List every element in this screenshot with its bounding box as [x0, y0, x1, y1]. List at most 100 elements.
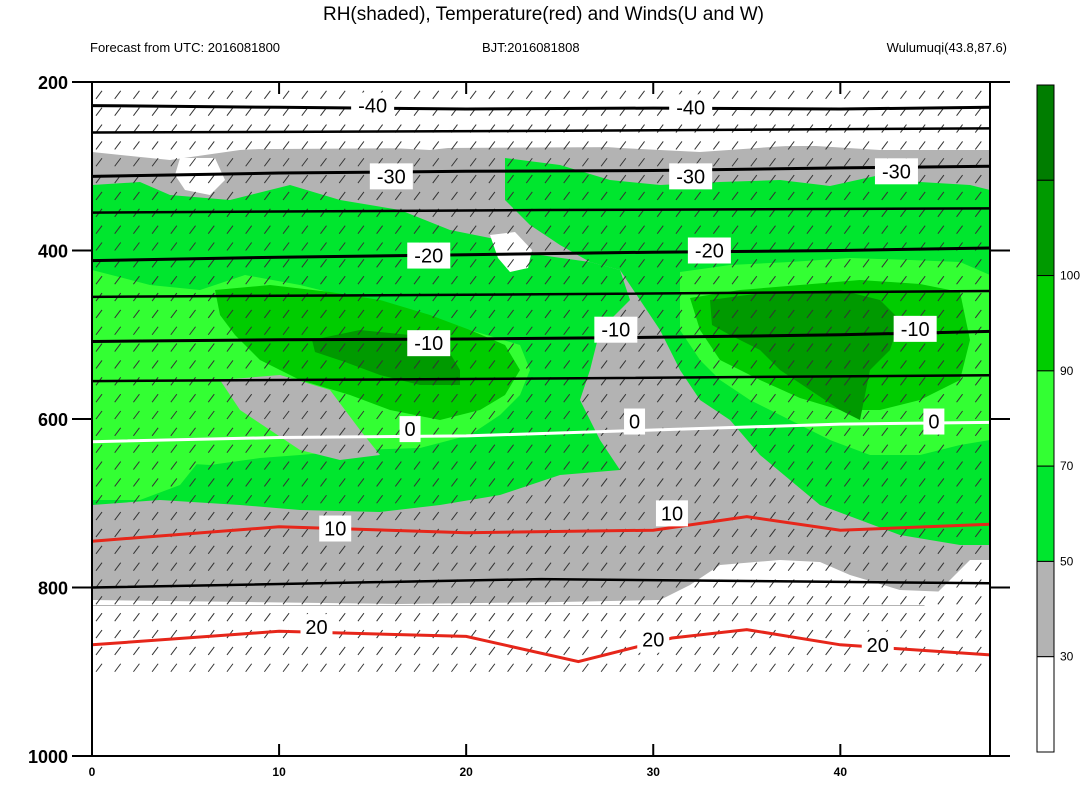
wind-barb	[469, 646, 477, 656]
wind-barb	[170, 343, 178, 352]
wind-barb	[600, 242, 608, 251]
contour-label-text: -20	[695, 241, 724, 263]
wind-barb	[357, 494, 365, 504]
wind-barb	[974, 107, 982, 116]
wind-barb	[469, 157, 477, 167]
wind-barb	[750, 612, 758, 622]
wind-barb	[656, 410, 664, 420]
wind-barb	[974, 612, 982, 622]
wind-barb	[226, 444, 234, 454]
rh-upper-white	[92, 82, 990, 160]
wind-barb	[881, 461, 889, 470]
wind-barb	[825, 225, 833, 234]
wind-barb	[376, 141, 384, 150]
wind-barb	[507, 612, 514, 622]
wind-barb	[843, 90, 851, 100]
wind-barb	[994, 360, 1000, 368]
wind-barb	[825, 191, 833, 201]
wind-barb	[301, 663, 309, 673]
wind-barb	[357, 191, 365, 201]
wind-barb	[918, 545, 926, 555]
station-subtitle: Wulumuqi(43.8,87.6)	[886, 40, 1007, 55]
wind-barb	[282, 174, 290, 184]
wind-barb	[619, 343, 627, 352]
wind-barb	[806, 376, 814, 386]
wind-barb	[394, 225, 402, 234]
contour-label: 10	[319, 515, 352, 542]
wind-barb	[544, 511, 552, 521]
wind-barb	[862, 461, 870, 470]
wind-barb	[806, 326, 814, 336]
wind-barb	[207, 141, 215, 150]
wind-barb	[151, 461, 159, 470]
wind-barb	[338, 90, 346, 100]
wind-barb	[469, 343, 477, 352]
wind-barb	[320, 191, 327, 201]
wind-barb	[207, 545, 215, 555]
wind-barb	[582, 444, 589, 454]
wind-barb	[226, 343, 234, 352]
wind-barb	[170, 326, 178, 336]
wind-barb	[900, 191, 907, 201]
colorbar-segment	[1036, 560, 1055, 658]
wind-barb	[544, 174, 552, 184]
wind-barb	[900, 225, 907, 234]
wind-barb	[525, 562, 533, 571]
wind-barb	[974, 562, 982, 571]
wind-barb	[675, 596, 683, 605]
chart-title: RH(shaded), Temperature(red) and Winds(U…	[322, 4, 765, 25]
wind-barb	[488, 494, 496, 504]
wind-barb	[582, 360, 589, 369]
wind-barb	[881, 511, 889, 521]
wind-barb	[638, 326, 645, 336]
contour-label-text: -10	[901, 319, 930, 341]
wind-barb	[170, 494, 178, 504]
wind-barb	[488, 309, 496, 319]
wind-barb	[694, 646, 702, 656]
wind-barb	[170, 107, 178, 116]
wind-barb	[675, 646, 683, 656]
wind-barb	[787, 528, 795, 538]
wind-barb	[563, 141, 571, 150]
wind-barb	[301, 141, 309, 150]
wind-barb	[207, 646, 215, 656]
wind-barb	[750, 444, 758, 454]
wind-barb	[656, 663, 664, 673]
wind-barb	[712, 275, 720, 285]
wind-barb	[245, 107, 253, 116]
wind-barb	[656, 174, 664, 184]
wind-barb	[656, 275, 664, 285]
wind-barb	[226, 90, 234, 100]
wind-barb	[226, 562, 234, 571]
wind-barb	[451, 427, 458, 437]
wind-barb	[582, 663, 589, 673]
wind-barb	[806, 242, 814, 251]
wind-barb	[114, 461, 122, 470]
wind-barb	[675, 242, 683, 251]
wind-barb	[114, 191, 122, 201]
wind-barb	[881, 208, 889, 218]
wind-barb	[170, 410, 178, 420]
wind-barb	[600, 90, 608, 100]
wind-barb	[170, 174, 178, 184]
wind-barb	[544, 225, 552, 234]
wind-barb	[338, 326, 346, 336]
wind-barb	[394, 275, 402, 285]
wind-barb	[656, 225, 664, 234]
wind-barb	[207, 461, 215, 470]
wind-barb	[432, 393, 440, 403]
wind-barb	[263, 242, 271, 251]
wind-barb	[301, 511, 309, 521]
wind-barb	[806, 309, 814, 319]
wind-barb	[974, 191, 982, 201]
wind-barb	[413, 360, 421, 369]
wind-barb	[432, 225, 440, 234]
wind-barb	[207, 309, 215, 319]
wind-barb	[638, 225, 645, 234]
wind-barb	[994, 512, 1000, 520]
wind-barb	[207, 444, 215, 454]
y-tick-label: 200	[38, 73, 68, 93]
wind-barb	[769, 528, 776, 538]
wind-barb	[263, 90, 271, 100]
wind-barb	[338, 596, 346, 605]
